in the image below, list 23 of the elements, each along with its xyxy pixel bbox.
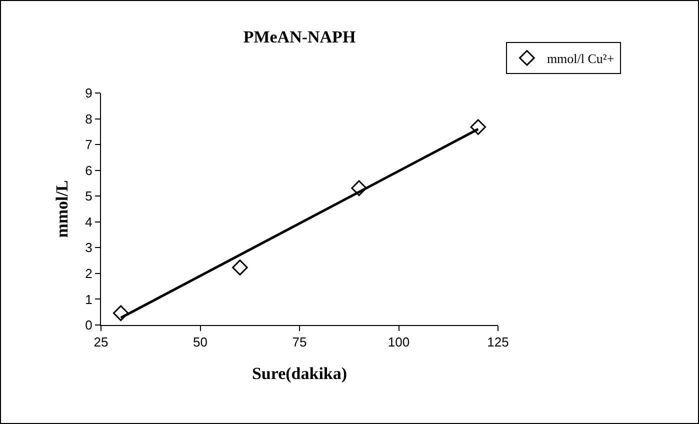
x-tick-label: 125 <box>487 334 509 350</box>
y-tick-label: 3 <box>85 240 92 256</box>
point <box>232 260 248 276</box>
y-tick-label: 9 <box>85 86 92 101</box>
y-tick-label: 6 <box>85 162 92 178</box>
x-tick-label: 75 <box>292 334 307 350</box>
point <box>112 305 129 322</box>
x-tick-label: 25 <box>94 334 108 350</box>
chart-title: PMeAN-NAPH <box>243 27 356 46</box>
x-tick-label: 50 <box>193 334 208 350</box>
y-tick-label: 8 <box>85 111 92 126</box>
y-tick-label: 1 <box>85 292 92 307</box>
y-tick-label: 2 <box>85 266 92 281</box>
point <box>351 180 367 196</box>
y-tick-label: 7 <box>85 137 92 152</box>
point <box>470 119 486 135</box>
y-tick-label: 4 <box>85 214 92 230</box>
y-axis-title: mmol/L <box>52 180 72 238</box>
y-tick-label: 0 <box>85 318 92 333</box>
x-axis-title: Sure(dakika) <box>252 364 348 383</box>
y-tick-label: 5 <box>85 188 92 204</box>
legend-label: mmol/l Cu²+ <box>546 50 614 66</box>
x-tick-label: 100 <box>388 334 410 350</box>
